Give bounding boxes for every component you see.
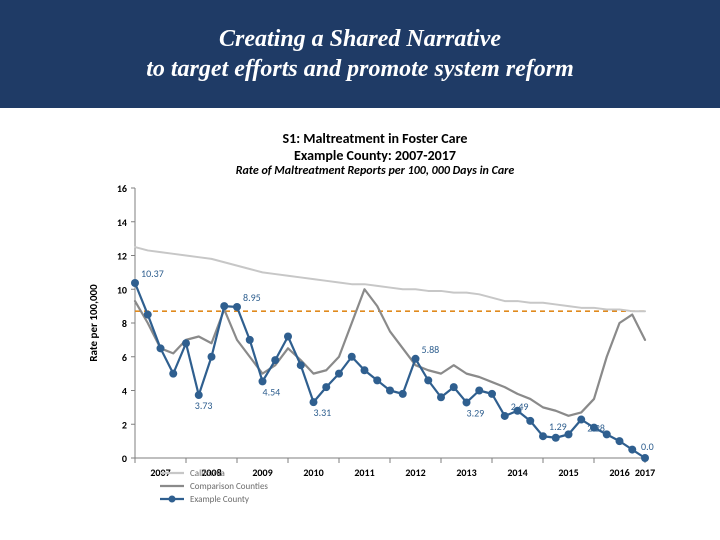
svg-text:6: 6 xyxy=(122,351,127,364)
svg-text:10.37: 10.37 xyxy=(141,267,164,280)
svg-text:2014: 2014 xyxy=(507,466,527,479)
slide-header: Creating a Shared Narrative to target ef… xyxy=(0,0,720,108)
svg-text:1.29: 1.29 xyxy=(549,420,567,433)
svg-text:2013: 2013 xyxy=(456,466,476,479)
header-line-1: Creating a Shared Narrative xyxy=(219,24,501,54)
svg-text:12: 12 xyxy=(117,250,127,263)
svg-text:4.54: 4.54 xyxy=(263,385,281,398)
svg-text:4: 4 xyxy=(122,385,127,398)
svg-text:Example County: Example County xyxy=(190,494,250,505)
svg-text:2009: 2009 xyxy=(252,466,272,479)
svg-text:2016: 2016 xyxy=(609,466,629,479)
svg-text:2.28: 2.28 xyxy=(587,422,605,435)
svg-text:2012: 2012 xyxy=(405,466,425,479)
svg-text:16: 16 xyxy=(117,182,127,195)
line-chart: 0246810121416200720082009201020112012201… xyxy=(80,178,670,508)
svg-text:8.95: 8.95 xyxy=(243,291,261,304)
svg-text:8: 8 xyxy=(122,317,127,330)
svg-text:2.49: 2.49 xyxy=(511,400,529,413)
svg-text:California: California xyxy=(190,468,225,479)
svg-text:2017: 2017 xyxy=(635,466,655,479)
svg-text:2: 2 xyxy=(122,418,127,431)
svg-text:Comparison Counties: Comparison Counties xyxy=(190,481,268,492)
slide: Creating a Shared Narrative to target ef… xyxy=(0,0,720,540)
chart-title-line1: S1: Maltreatment in Foster Care xyxy=(80,130,670,147)
svg-text:2015: 2015 xyxy=(558,466,578,479)
svg-text:3.29: 3.29 xyxy=(467,406,485,419)
chart-container: S1: Maltreatment in Foster Care Example … xyxy=(80,130,670,510)
svg-text:14: 14 xyxy=(117,216,127,229)
svg-text:2010: 2010 xyxy=(303,466,323,479)
svg-text:5.88: 5.88 xyxy=(422,343,440,356)
svg-text:10: 10 xyxy=(117,283,127,296)
header-line-2: to target efforts and promote system ref… xyxy=(146,54,574,84)
svg-text:0: 0 xyxy=(122,452,127,465)
svg-text:3.73: 3.73 xyxy=(195,399,213,412)
svg-text:Rate per 100,000: Rate per 100,000 xyxy=(87,284,100,362)
svg-text:2011: 2011 xyxy=(354,466,374,479)
chart-subtitle: Rate of Maltreatment Reports per 100, 00… xyxy=(80,164,670,178)
svg-text:0.0: 0.0 xyxy=(641,440,654,453)
chart-title-line2: Example County: 2007-2017 xyxy=(80,147,670,164)
svg-text:3.31: 3.31 xyxy=(314,406,332,419)
